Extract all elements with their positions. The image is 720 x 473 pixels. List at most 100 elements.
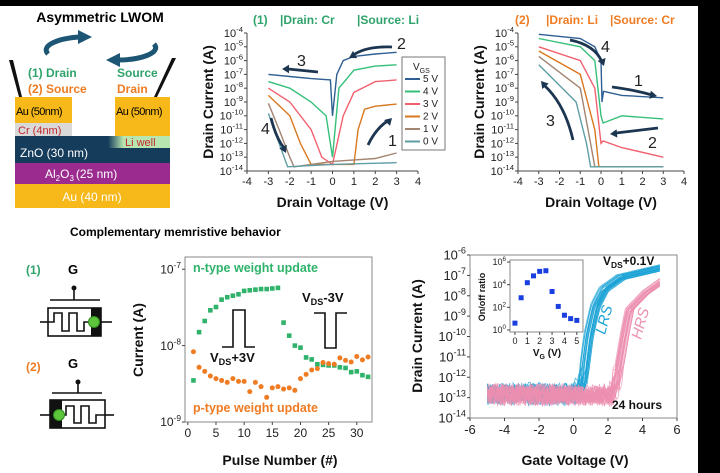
y-axis-label: Drain Current (A) [200, 45, 216, 159]
data-point-p-type [292, 387, 298, 393]
tick-base: 10 [443, 309, 457, 324]
tick-exponent: -5 [236, 39, 243, 48]
tick-base: 10 [491, 124, 503, 136]
data-point-n-type [208, 307, 213, 313]
tick-exponent: -6 [458, 246, 466, 256]
tick-exponent: -4 [236, 25, 244, 34]
x-tick-label: 0 [512, 336, 517, 346]
chart-title-part: |Source: Li [357, 13, 419, 27]
layer-au-left [15, 97, 72, 123]
device-symbol-2: (2) G [26, 356, 114, 429]
tick-base: 10 [491, 138, 503, 150]
data-point-p-type [331, 361, 337, 367]
label-rest: +0.1V [623, 254, 655, 268]
y-tick-label: 10-13 [491, 149, 514, 164]
arrow-4-icon [269, 117, 286, 149]
x-tick-label: 0 [184, 426, 191, 440]
tick-exponent: -12 [232, 135, 243, 144]
series-line-3V [538, 46, 664, 158]
tick-base: 10 [495, 97, 507, 109]
data-point-n-type [343, 365, 348, 371]
tick-base: 10 [443, 248, 457, 263]
series-line-5V [268, 51, 397, 116]
tick-exponent: -14 [453, 409, 466, 419]
tick-base: 10 [224, 69, 236, 81]
label-sub: DS [611, 260, 623, 270]
y-tick-label: 10-8 [160, 336, 181, 352]
x-tick-label: 30 [350, 426, 364, 440]
probe-right-icon [154, 58, 176, 97]
arrow-1-icon [366, 118, 390, 146]
data-point-onoff [537, 268, 543, 274]
annotation-2: 2 [648, 135, 657, 152]
layer-au-right [115, 97, 170, 137]
y-tick-label: 10-8 [495, 80, 514, 95]
series-line-HRS [486, 284, 661, 405]
x-tick-label: 1 [619, 176, 625, 188]
x-tick-label: -4 [242, 176, 252, 188]
schematic-title: Asymmetric LWOM [36, 9, 164, 25]
y-tick-label: 10-7 [160, 260, 181, 276]
data-point-p-type [343, 357, 349, 363]
legend-entry: 4 V [423, 87, 438, 98]
pulse-up-icon [222, 309, 255, 348]
device-symbol-1: (1) G [26, 262, 112, 337]
data-point-n-type [202, 318, 208, 324]
data-point-onoff [524, 280, 530, 286]
y-tick-label: 10-14 [220, 163, 244, 178]
y-tick-label: 10-8 [224, 80, 243, 95]
li-ion-icon [88, 316, 100, 328]
annotation-1: 1 [634, 73, 643, 90]
data-point-n-type [247, 287, 253, 293]
section-title: Complementary memristive behavior [70, 225, 281, 239]
y-tick-label: 106 [492, 256, 506, 267]
series-label-lrs: LRS [592, 303, 616, 336]
tick-base: 10 [491, 111, 503, 123]
x-tick-label: 0 [598, 176, 604, 188]
x-tick-label: -2 [285, 176, 295, 188]
x-axis-label: VG (V) [533, 348, 561, 361]
y-tick-label: 10-11 [491, 122, 514, 137]
x-tick-label: 4 [415, 176, 421, 188]
data-point-n-type [354, 369, 360, 374]
tick-exponent: -7 [174, 260, 182, 270]
y-tick-label: 10-6 [224, 52, 243, 67]
symbol-label-1: (1) [26, 263, 41, 277]
data-point-p-type [297, 376, 303, 382]
data-point-onoff [512, 320, 518, 326]
x-tick-label: 0 [329, 176, 335, 188]
legend-entry: 3 V [423, 99, 438, 110]
tick-base: 10 [160, 415, 174, 429]
data-point-n-type [270, 286, 275, 291]
data-point-p-type [314, 366, 320, 372]
tick-base: 10 [495, 83, 507, 95]
tick-exponent: -13 [453, 388, 466, 398]
tick-base: 10 [438, 411, 452, 426]
x-axis-label: Drain Voltage (V) [277, 194, 389, 210]
y-tick-label: 10-5 [224, 39, 243, 54]
right-border [698, 6, 720, 473]
data-point-n-type [241, 288, 247, 294]
data-point-n-type [213, 304, 219, 310]
tick-base: 10 [495, 55, 507, 67]
y-axis-label: Drain Current (A) [409, 279, 425, 393]
arrow-2-icon [615, 126, 659, 135]
annotation-2: 2 [397, 36, 406, 53]
annotation-4: 4 [601, 39, 610, 56]
symbol-label-2: (2) [26, 360, 41, 374]
label-rest: (V) [545, 348, 561, 359]
x-tick-label: 25 [322, 426, 336, 440]
tick-exponent: -6 [236, 52, 243, 61]
data-point-n-type [292, 343, 298, 348]
data-point-p-type [348, 359, 354, 365]
y-tick-label: 10-5 [495, 39, 514, 54]
data-point-p-type [190, 349, 196, 355]
tick-base: 10 [492, 257, 502, 267]
tick-base: 10 [220, 124, 232, 136]
duration-label: 24 hours [612, 398, 662, 412]
x-tick-label: -3 [534, 176, 544, 188]
data-point-p-type [241, 378, 247, 384]
y-tick-label: 10-10 [438, 327, 466, 344]
